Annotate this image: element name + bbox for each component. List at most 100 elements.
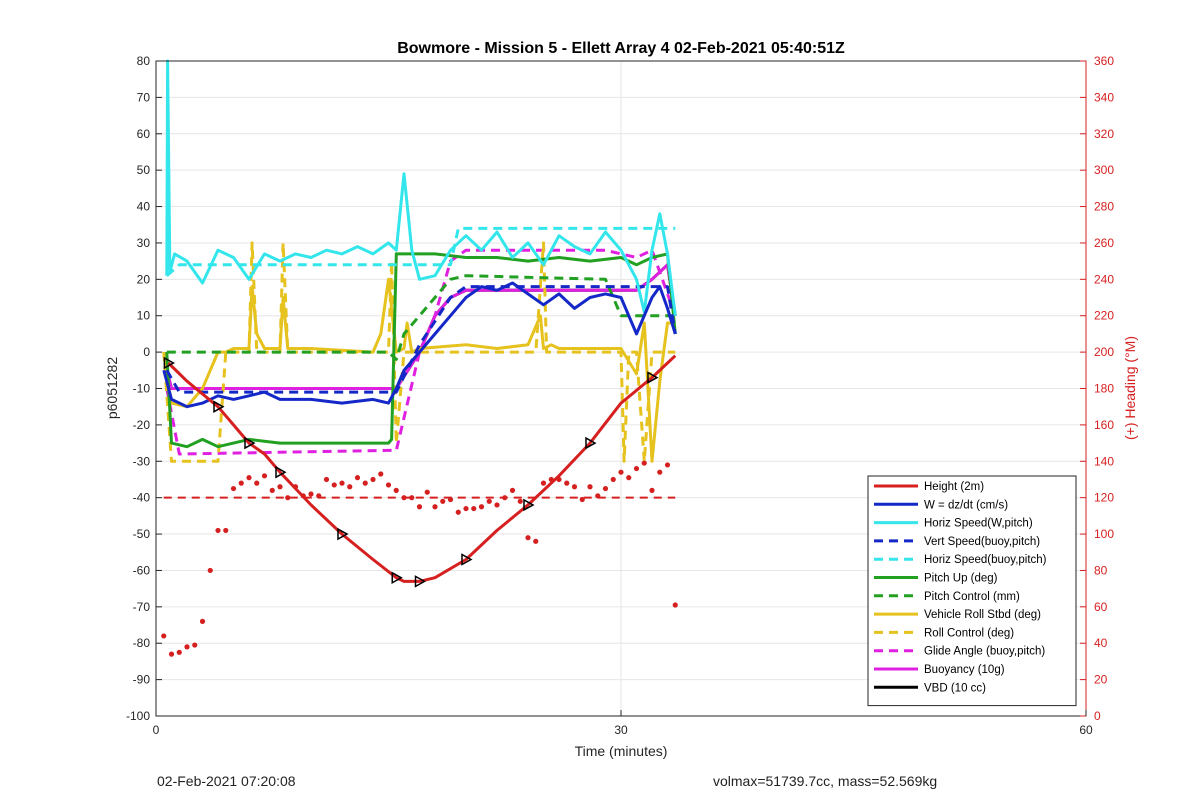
height-marker <box>461 553 473 566</box>
legend-label: Vert Speed(buoy,pitch) <box>924 536 1040 548</box>
heading-point <box>215 527 221 534</box>
heading-point <box>416 504 423 510</box>
legend-label: W = dz/dt (cm/s) <box>924 499 1008 511</box>
heading-point <box>447 496 454 503</box>
heading-point <box>362 480 368 486</box>
legend-label: Pitch Up (deg) <box>924 573 998 585</box>
heading-point <box>385 482 392 488</box>
heading-point <box>494 502 500 508</box>
series-line <box>165 263 677 390</box>
series-line <box>165 252 677 449</box>
legend-box <box>867 475 1077 707</box>
heading-point <box>525 535 531 541</box>
heading-point <box>285 495 291 501</box>
right-y-tick-label: 140 <box>1094 454 1114 468</box>
y-tick-label: -40 <box>133 491 151 505</box>
heading-point <box>184 644 190 650</box>
legend-label: Horiz Speed(buoy,pitch) <box>924 554 1047 566</box>
right-y-tick-label: 160 <box>1094 418 1114 432</box>
series-line <box>165 226 676 277</box>
heading-point <box>277 484 283 490</box>
heading-point <box>331 482 337 488</box>
heading-point <box>316 493 322 499</box>
heading-point <box>579 496 585 503</box>
right-y-tick-label: 20 <box>1094 673 1108 687</box>
x-tick-label: 0 <box>153 723 160 737</box>
heading-point <box>347 484 353 490</box>
height-marker <box>337 527 349 541</box>
series-line <box>165 285 677 394</box>
heading-point <box>602 485 609 492</box>
legend-label: VBD (10 cc) <box>924 682 986 694</box>
heading-point <box>486 498 492 504</box>
right-y-tick-label: 80 <box>1094 563 1108 577</box>
right-y-tick-label: 40 <box>1094 636 1108 650</box>
legend-label: Vehicle Roll Stbd (deg) <box>924 609 1041 621</box>
series-line <box>162 277 676 463</box>
right-y-tick-label: 260 <box>1094 236 1114 250</box>
heading-point <box>432 504 438 510</box>
height-marker <box>585 436 597 450</box>
heading-point <box>440 498 446 504</box>
right-y-tick-label: 60 <box>1094 600 1108 614</box>
heading-point <box>571 484 578 490</box>
y-tick-label: 20 <box>137 272 151 286</box>
heading-point <box>424 489 430 495</box>
heading-point <box>664 462 671 468</box>
y-tick-label: 30 <box>137 236 151 250</box>
heading-point <box>238 480 244 486</box>
heading-point <box>176 649 182 655</box>
footer-timestamp: 02-Feb-2021 07:20:08 <box>157 773 296 789</box>
legend-label: Roll Control (deg) <box>924 627 1014 639</box>
heading-point <box>587 484 593 490</box>
y-tick-label: -50 <box>133 527 151 541</box>
y-tick-label: -30 <box>133 454 151 468</box>
heading-point <box>254 480 260 486</box>
heading-point <box>261 473 268 479</box>
right-y-tick-label: 0 <box>1094 709 1101 723</box>
right-y-tick-label: 320 <box>1094 127 1114 141</box>
series-line <box>165 59 677 316</box>
heading-point <box>246 475 252 481</box>
x-tick-label: 60 <box>1079 723 1093 737</box>
series-line <box>162 241 676 463</box>
right-y-axis-label: (+) Heading (°M) <box>1122 336 1138 440</box>
right-y-tick-label: 280 <box>1094 200 1114 214</box>
right-y-tick-label: 240 <box>1094 272 1114 286</box>
x-axis-label: Time (minutes) <box>575 743 668 759</box>
right-axis: 0 20 40 60 80 100 120 140 160 180 200 220 240 260 280 3… <box>1080 54 1114 723</box>
right-y-tick-label: 340 <box>1094 90 1114 104</box>
y-tick-label: -70 <box>133 600 151 614</box>
legend-label: Height (2m) <box>924 481 984 493</box>
right-y-tick-label: 120 <box>1094 491 1114 505</box>
right-y-tick-label: 360 <box>1094 54 1114 68</box>
heading-point <box>633 465 640 472</box>
y-tick-label: -60 <box>133 563 151 577</box>
left-axis: -100-90-80-70-60-50-40-30-20-10010203040… <box>126 54 162 723</box>
series-line <box>167 354 677 583</box>
x-tick-label: 30 <box>614 723 628 737</box>
heading-point <box>192 642 198 648</box>
height-marker <box>213 400 225 413</box>
heading-point <box>471 505 477 512</box>
height-marker <box>163 356 175 370</box>
legend-label: Horiz Speed(W,pitch) <box>924 518 1033 530</box>
heading-point <box>564 480 570 486</box>
heading-point <box>649 487 655 493</box>
heading-point <box>626 475 632 481</box>
y-tick-label: 40 <box>137 200 151 214</box>
y-tick-label: -90 <box>133 673 151 687</box>
y-tick-label: 60 <box>137 127 151 141</box>
heading-point <box>610 476 616 483</box>
heading-point <box>199 618 206 624</box>
series-line <box>162 281 677 409</box>
heading-point <box>478 504 485 510</box>
heading-point <box>463 505 469 512</box>
heading-point <box>269 487 275 493</box>
heading-point <box>455 509 461 515</box>
series-line <box>165 263 677 390</box>
heading-point <box>308 491 314 497</box>
heading-point <box>230 485 237 492</box>
y-tick-label: -10 <box>133 382 151 396</box>
